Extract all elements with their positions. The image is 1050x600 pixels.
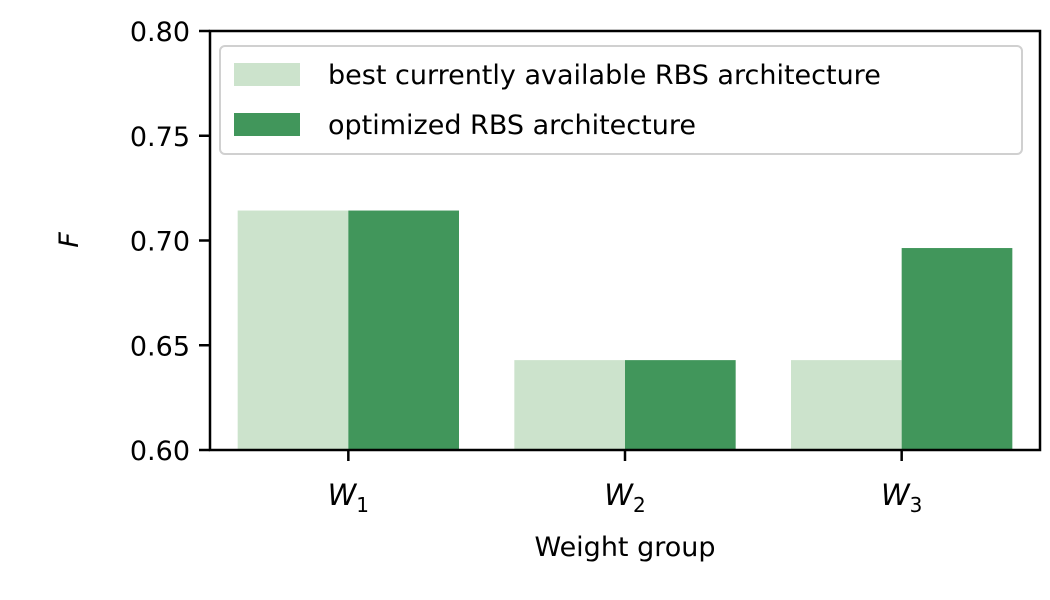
- legend-label-optimized: optimized RBS architecture: [328, 110, 696, 141]
- y-axis: 0.60 0.65 0.70 0.75 0.80: [130, 17, 210, 467]
- bar-series2-w3: [901, 248, 1013, 450]
- bar-series1-w3: [791, 360, 902, 450]
- y-tick-label: 0.70: [130, 227, 190, 258]
- bar-series1-w2: [514, 360, 625, 450]
- legend: best currently available RBS architectur…: [219, 45, 1023, 155]
- x-tick-label-w3: W3: [881, 478, 922, 517]
- legend-swatch-optimized: [234, 113, 300, 136]
- bar-series2-w2: [625, 360, 736, 450]
- y-tick-label: 0.80: [130, 17, 190, 48]
- bars-layer: [237, 210, 1013, 450]
- y-tick-label: 0.60: [130, 436, 190, 467]
- legend-label-best-available: best currently available RBS architectur…: [328, 60, 881, 91]
- y-axis-label: F: [54, 232, 85, 248]
- x-axis-label: Weight group: [534, 532, 715, 563]
- bar-series1-w1: [237, 210, 349, 450]
- y-tick-label: 0.75: [130, 122, 190, 153]
- y-tick-label: 0.65: [130, 331, 190, 362]
- x-tick-label-w1: W1: [328, 478, 369, 517]
- legend-swatch-best-available: [234, 63, 300, 86]
- bar-series2-w1: [348, 210, 459, 450]
- legend-box: [219, 45, 1023, 155]
- x-tick-label-w2: W2: [604, 478, 645, 517]
- x-axis: W1 W2 W3: [328, 450, 922, 517]
